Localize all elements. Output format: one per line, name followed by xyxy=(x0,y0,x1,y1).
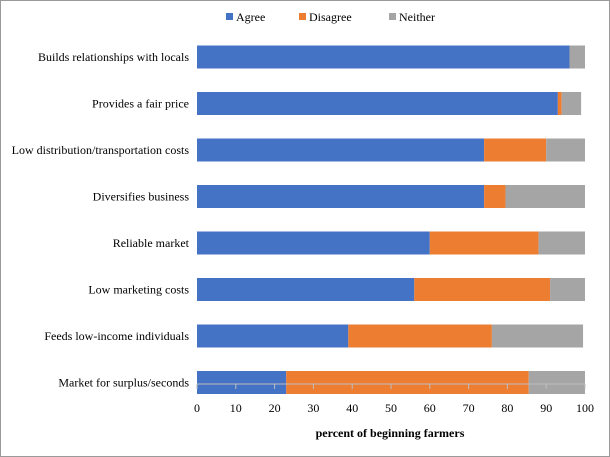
x-tick-label: 30 xyxy=(307,401,319,415)
bar-neither-builds-relationships-with-locals xyxy=(569,45,585,69)
bar-neither-low-marketing-costs xyxy=(550,278,585,301)
bar-neither-reliable-market xyxy=(538,231,585,255)
bar-disagree-market-for-surplus-seconds xyxy=(286,371,529,394)
bar-disagree-diversifies-business xyxy=(484,185,506,208)
bar-agree-feeds-low-income-individuals xyxy=(197,324,349,348)
category-label: Market for surplus/seconds xyxy=(58,376,189,390)
category-label: Low marketing costs xyxy=(88,283,189,297)
x-tick-label: 90 xyxy=(540,401,552,415)
bar-neither-low-distribution-transportation-costs xyxy=(546,138,585,162)
x-tick-label: 60 xyxy=(424,401,436,415)
x-tick-label: 70 xyxy=(463,401,475,415)
bar-neither-market-for-surplus-seconds xyxy=(528,371,585,394)
legend-swatch-agree xyxy=(226,13,233,20)
category-labels: Builds relationships with locals Provides… xyxy=(12,50,190,390)
bar-agree-diversifies-business xyxy=(197,185,485,208)
legend-label-agree: Agree xyxy=(236,10,265,24)
category-label: Provides a fair price xyxy=(92,97,189,111)
x-tick-label: 10 xyxy=(230,401,242,415)
category-label: Reliable market xyxy=(113,236,190,250)
bar-disagree-low-distribution-transportation-costs xyxy=(484,138,547,162)
bars xyxy=(197,45,585,394)
bar-agree-low-marketing-costs xyxy=(197,278,415,301)
x-tick-label: 100 xyxy=(576,401,594,415)
bar-disagree-provides-a-fair-price xyxy=(557,92,562,115)
bar-disagree-feeds-low-income-individuals xyxy=(348,324,492,348)
bar-agree-reliable-market xyxy=(197,231,430,255)
legend-label-neither: Neither xyxy=(399,10,435,24)
category-label: Feeds low-income individuals xyxy=(44,329,189,343)
legend: Agree Disagree Neither xyxy=(226,10,435,24)
bar-disagree-reliable-market xyxy=(429,231,539,255)
bar-agree-provides-a-fair-price xyxy=(197,92,558,115)
category-label: Builds relationships with locals xyxy=(38,50,189,64)
bar-disagree-low-marketing-costs xyxy=(414,278,551,301)
bar-agree-builds-relationships-with-locals xyxy=(197,45,570,69)
legend-swatch-neither xyxy=(389,13,396,20)
bar-agree-market-for-surplus-seconds xyxy=(197,371,287,394)
x-axis: 0 10 20 30 40 50 60 70 80 90 100 xyxy=(194,383,594,415)
x-tick-label: 0 xyxy=(194,401,200,415)
bar-agree-low-distribution-transportation-costs xyxy=(197,138,485,162)
legend-swatch-disagree xyxy=(299,13,306,20)
x-tick-label: 40 xyxy=(346,401,358,415)
x-axis-label: percent of beginning farmers xyxy=(316,426,465,440)
x-tick-label: 50 xyxy=(385,401,397,415)
bar-neither-provides-a-fair-price xyxy=(561,92,582,115)
category-label: Low distribution/transportation costs xyxy=(12,143,190,157)
bar-neither-diversifies-business xyxy=(505,185,585,208)
x-tick-label: 80 xyxy=(501,401,513,415)
category-label: Diversifies business xyxy=(93,190,190,204)
x-tick-label: 20 xyxy=(269,401,281,415)
bar-neither-feeds-low-income-individuals xyxy=(491,324,584,348)
legend-label-disagree: Disagree xyxy=(309,10,352,24)
